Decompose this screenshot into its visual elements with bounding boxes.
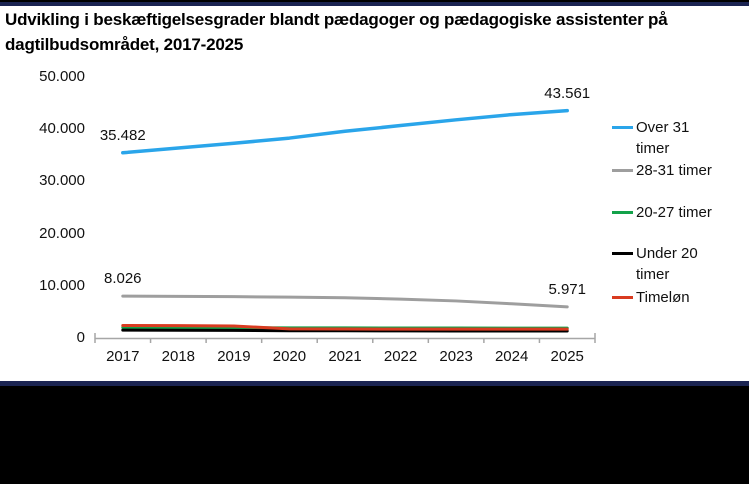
data-label: 43.561 — [544, 84, 591, 102]
legend-item: Timeløn — [612, 287, 720, 308]
x-axis-tick-label: 2023 — [439, 348, 473, 365]
series-line-under-20-timer — [121, 328, 569, 333]
x-axis-tick-label: 2022 — [383, 348, 418, 365]
legend-item: 20-27 timer — [612, 202, 720, 223]
x-axis — [94, 333, 596, 343]
x-axis-tick-label: 2024 — [494, 348, 529, 365]
series-lines — [121, 108, 569, 333]
legend-item: Under 20 timer — [612, 243, 720, 285]
legend-item: 28-31 timer — [612, 160, 720, 181]
y-axis-tick-label: 10.000 — [39, 276, 85, 294]
data-label: 5.971 — [548, 280, 586, 298]
series-line-timel-n — [121, 323, 569, 331]
legend-swatch-icon — [612, 169, 633, 172]
data-label: 35.482 — [99, 126, 146, 144]
legend-swatch-icon — [612, 211, 633, 214]
y-axis-tick-label: 0 — [76, 329, 85, 346]
legend-label: Timeløn — [636, 289, 690, 306]
series-line-over-31-timer — [121, 108, 569, 155]
y-axis-tick-label: 50.000 — [39, 68, 85, 85]
x-axis-tick-label: 2020 — [272, 348, 307, 365]
x-axis-tick-label: 2025 — [550, 348, 584, 365]
legend-label: Under 20 timer — [636, 245, 698, 283]
x-axis-tick-label: 2019 — [217, 348, 251, 365]
x-axis-tick-label: 2021 — [328, 348, 362, 365]
legend-label: 28-31 timer — [636, 162, 712, 179]
bottom-accent-bar — [0, 381, 749, 386]
top-border-line — [0, 0, 749, 2]
data-label: 8.026 — [103, 270, 142, 288]
legend-item: Over 31 timer — [612, 117, 720, 159]
x-axis-tick-label: 2018 — [161, 348, 196, 365]
legend-label: Over 31 timer — [636, 119, 690, 157]
y-axis-tick-label: 20.000 — [39, 224, 85, 242]
legend-swatch-icon — [612, 252, 633, 255]
legend-label: 20-27 timer — [636, 204, 712, 221]
bottom-black-panel — [0, 386, 749, 484]
chart-title-line1: Udvikling i beskæftigelsesgrader blandt … — [5, 10, 668, 29]
chart-title: Udvikling i beskæftigelsesgrader blandt … — [5, 7, 749, 57]
x-axis-tick-label: 2017 — [106, 348, 140, 365]
top-accent-bar — [0, 2, 749, 6]
series-line-28-31-timer — [121, 294, 569, 309]
chart-title-line2: dagtilbudsområdet, 2017-2025 — [5, 35, 244, 54]
legend-swatch-icon — [612, 296, 633, 299]
legend-swatch-icon — [612, 126, 633, 129]
legend: Over 31 timer 28-31 timer 20-27 timer Under… — [612, 0, 749, 380]
y-axis-tick-label: 30.000 — [39, 172, 85, 190]
y-axis-tick-label: 40.000 — [39, 120, 85, 138]
